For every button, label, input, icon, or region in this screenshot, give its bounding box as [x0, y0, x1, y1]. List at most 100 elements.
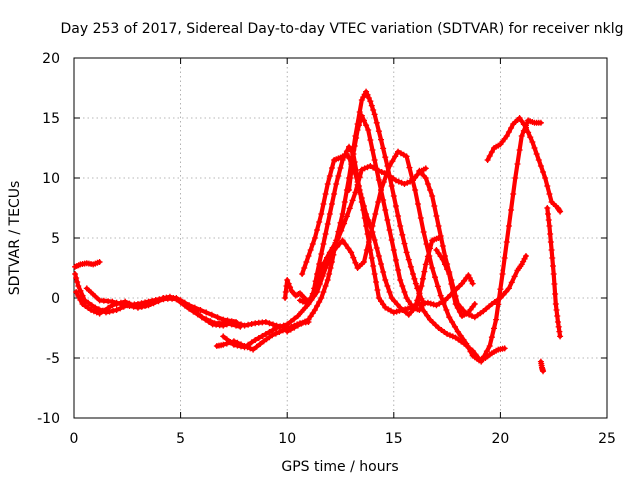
data-point	[88, 307, 95, 313]
data-point	[287, 318, 294, 325]
data-point	[446, 314, 453, 321]
data-point	[405, 256, 412, 263]
data-point	[527, 134, 534, 141]
data-point	[326, 271, 333, 277]
data-point	[155, 298, 162, 305]
data-point	[314, 227, 321, 233]
series-line	[419, 118, 543, 364]
data-point	[207, 318, 214, 325]
data-point	[287, 326, 294, 333]
data-point	[537, 119, 544, 126]
data-point	[73, 289, 80, 295]
data-point	[77, 287, 84, 294]
data-point	[406, 164, 413, 171]
data-point	[241, 322, 248, 329]
data-point	[437, 233, 444, 239]
data-point	[142, 303, 149, 309]
data-point	[371, 237, 378, 243]
data-point	[248, 339, 255, 346]
data-point	[508, 207, 515, 213]
data-point	[451, 323, 458, 330]
data-point	[117, 301, 124, 307]
x-tick-labels: 0 5 10 15 20 25	[70, 431, 616, 447]
data-point	[311, 307, 318, 313]
data-point	[412, 280, 419, 287]
y-tick-label: 0	[51, 291, 60, 307]
series-sat-n	[433, 247, 478, 319]
data-point	[331, 191, 338, 197]
data-point	[284, 328, 291, 335]
data-point	[439, 256, 446, 263]
data-point	[316, 281, 323, 287]
data-point	[100, 307, 107, 314]
data-point	[437, 292, 444, 299]
data-point	[113, 299, 120, 306]
data-point	[280, 322, 287, 329]
data-point	[316, 299, 323, 305]
data-point	[284, 321, 291, 328]
axis-ticks	[73, 57, 608, 419]
data-point	[540, 169, 547, 175]
data-point	[318, 251, 325, 257]
data-point	[324, 221, 331, 227]
data-point	[503, 133, 510, 139]
data-point	[191, 304, 198, 311]
data-point	[409, 271, 416, 277]
data-point	[337, 219, 344, 226]
data-point	[299, 271, 306, 277]
series-line	[285, 89, 426, 334]
data-point	[126, 303, 133, 309]
data-point	[392, 257, 399, 263]
data-point	[440, 299, 447, 306]
data-point	[426, 253, 433, 259]
data-point	[291, 324, 298, 331]
series-sat-k	[346, 112, 423, 313]
data-point	[393, 308, 400, 315]
data-point	[430, 301, 437, 308]
data-point	[322, 191, 329, 197]
data-point	[336, 240, 343, 247]
data-point	[311, 235, 318, 241]
data-point	[552, 301, 559, 307]
data-point	[544, 205, 551, 211]
data-point	[279, 327, 286, 334]
data-point	[540, 368, 547, 375]
series-sat-m	[418, 117, 544, 365]
data-point	[516, 115, 523, 121]
data-point	[363, 122, 370, 129]
data-point	[439, 243, 446, 249]
data-point	[375, 128, 382, 135]
data-point	[322, 265, 329, 271]
data-point	[198, 314, 205, 321]
data-point	[414, 285, 421, 292]
data-point	[394, 301, 401, 308]
data-point	[365, 217, 372, 223]
series-line	[300, 151, 441, 317]
data-point	[553, 307, 560, 313]
data-point	[117, 305, 124, 312]
data-point	[435, 223, 442, 229]
data-point	[378, 169, 385, 175]
y-tick-label: 20	[42, 51, 60, 67]
data-point	[405, 305, 412, 312]
x-tick-label: 25	[598, 431, 616, 447]
data-point	[511, 273, 518, 280]
data-point	[510, 191, 517, 197]
data-point	[282, 295, 289, 301]
data-point	[348, 249, 355, 256]
data-point	[113, 307, 120, 313]
data-point	[545, 217, 552, 223]
series-line	[417, 168, 529, 320]
data-point	[551, 281, 558, 287]
data-point	[370, 107, 377, 113]
data-point	[75, 283, 82, 289]
data-point	[358, 195, 365, 201]
data-point	[230, 341, 237, 348]
data-point	[418, 283, 425, 289]
data-point	[380, 179, 387, 185]
data-point	[395, 267, 402, 273]
data-point	[545, 211, 552, 217]
data-point	[307, 313, 314, 320]
data-point	[390, 309, 397, 316]
